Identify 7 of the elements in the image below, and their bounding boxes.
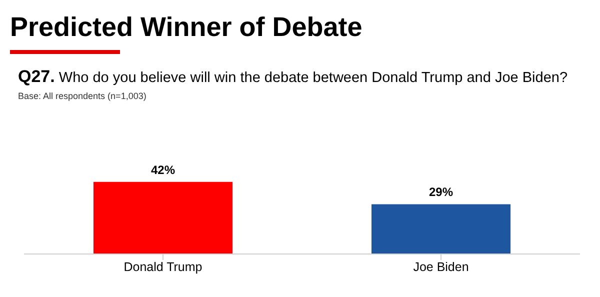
- text: Base: All respondents (n=1,003): [18, 91, 146, 101]
- chart-subtitle: Q27. Who do you believe will win the debate between Donald Trump and Joe Biden?: [18, 67, 568, 87]
- chart-title: Predicted Winner of Debate: [10, 12, 362, 43]
- x-tick-label: Donald Trump: [124, 260, 202, 274]
- data-label: 42%: [150, 162, 176, 177]
- x-tick-label: Joe Biden: [413, 260, 469, 274]
- data-label: 29%: [428, 185, 454, 200]
